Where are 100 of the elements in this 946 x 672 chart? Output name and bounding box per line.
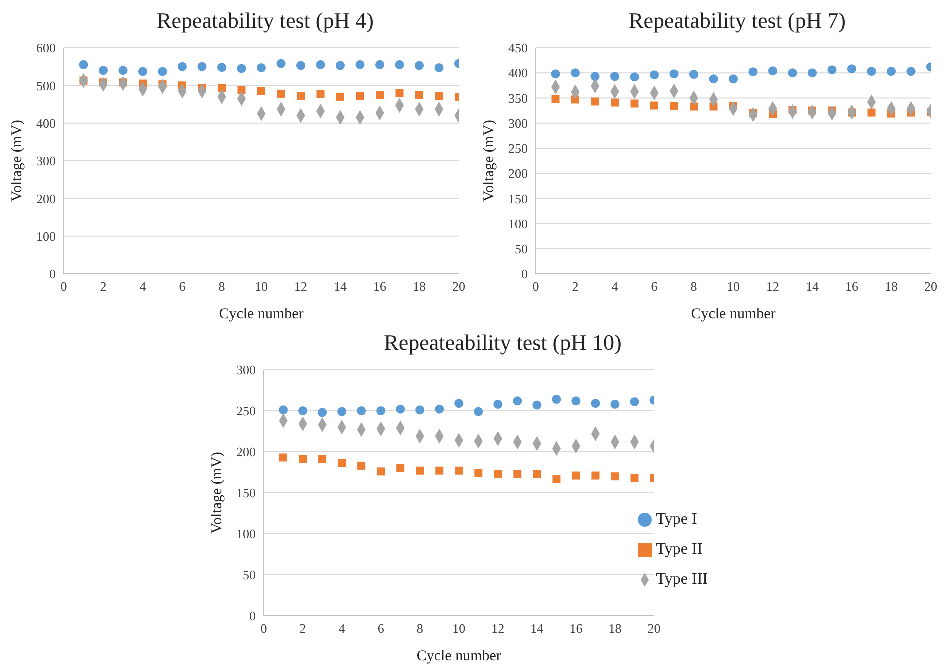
legend-label: Type I <box>656 511 698 528</box>
point <box>336 92 344 101</box>
point <box>118 66 128 76</box>
point <box>298 406 308 416</box>
y-tick-label: 300 <box>508 116 528 131</box>
x-tick-label: 6 <box>378 621 385 636</box>
point <box>396 404 406 414</box>
x-tick-label: 18 <box>413 279 426 294</box>
point <box>552 95 560 104</box>
x-tick-label: 14 <box>530 621 544 636</box>
point <box>611 98 619 107</box>
y-tick-label: 100 <box>236 526 256 542</box>
x-tick-label: 20 <box>452 279 466 294</box>
point <box>336 61 346 70</box>
y-tick-label: 400 <box>36 116 56 131</box>
point <box>217 63 227 72</box>
point <box>138 67 148 76</box>
point <box>867 67 876 76</box>
y-tick-label: 400 <box>508 66 528 81</box>
point <box>218 84 226 92</box>
y-tick-label: 100 <box>508 216 528 232</box>
point <box>630 474 639 482</box>
point <box>376 406 386 416</box>
point <box>158 67 168 76</box>
point <box>318 408 328 418</box>
y-tick-label: 0 <box>50 266 56 282</box>
x-tick-label: 16 <box>374 279 387 294</box>
y-tick-label: 100 <box>36 228 56 244</box>
x-axis-title: Cycle number <box>691 306 776 323</box>
point <box>551 70 560 79</box>
point <box>395 60 404 70</box>
y-tick-label: 500 <box>36 78 56 94</box>
chart-title: Repeatability test (pH 4) <box>156 8 375 35</box>
point <box>650 102 658 110</box>
point <box>416 91 424 100</box>
x-tick-label: 8 <box>218 279 226 294</box>
y-axis-title: Voltage (mV) <box>481 120 498 202</box>
x-tick-label: 2 <box>100 279 107 294</box>
point <box>808 68 818 78</box>
point <box>709 74 718 84</box>
y-tick-label: 600 <box>36 40 56 56</box>
point <box>280 454 288 462</box>
point <box>630 397 640 406</box>
point <box>357 406 366 416</box>
x-tick-label: 6 <box>179 279 186 294</box>
point <box>572 396 581 406</box>
point <box>258 87 266 96</box>
y-tick-label: 150 <box>236 486 256 501</box>
point <box>494 400 503 409</box>
y-tick-label: 200 <box>36 191 56 206</box>
x-tick-label: 8 <box>416 621 424 636</box>
x-tick-label: 16 <box>846 279 859 294</box>
point <box>611 472 620 481</box>
x-tick-label: 0 <box>532 279 540 294</box>
y-tick-label: 250 <box>508 141 528 156</box>
x-tick-label: 4 <box>140 279 147 294</box>
point <box>514 470 522 478</box>
point <box>670 102 678 110</box>
point <box>494 470 502 478</box>
x-tick-label: 16 <box>570 621 584 636</box>
point <box>338 407 347 416</box>
y-tick-label: 50 <box>515 242 528 257</box>
point <box>396 89 404 98</box>
x-tick-label: 2 <box>572 279 579 294</box>
point <box>572 472 580 480</box>
point <box>98 66 108 76</box>
y-tick-label: 300 <box>236 362 256 378</box>
x-tick-label: 12 <box>766 279 780 294</box>
y-tick-label: 0 <box>522 266 528 282</box>
point <box>592 472 600 480</box>
x-axis-title: Cycle number <box>219 306 304 323</box>
point <box>533 470 542 478</box>
point <box>276 59 286 68</box>
y-tick-label: 350 <box>508 90 528 106</box>
point <box>886 67 896 76</box>
point <box>416 406 425 415</box>
point <box>788 68 798 78</box>
x-tick-label: 10 <box>255 279 268 294</box>
y-tick-label: 150 <box>508 191 528 206</box>
x-tick-label: 2 <box>300 621 306 636</box>
y-axis-title: Voltage (mV) <box>209 452 226 534</box>
x-tick-label: 4 <box>338 621 346 636</box>
point <box>358 462 366 470</box>
point <box>748 68 758 77</box>
point <box>630 100 639 108</box>
point <box>279 406 288 415</box>
x-tick-label: 20 <box>924 279 938 294</box>
point <box>316 90 325 98</box>
x-tick-label: 8 <box>690 279 698 294</box>
x-tick-label: 0 <box>260 621 268 636</box>
y-tick-label: 0 <box>250 608 256 624</box>
point <box>828 66 837 75</box>
point <box>377 468 386 476</box>
y-tick-label: 300 <box>36 154 56 169</box>
point <box>178 62 188 72</box>
point <box>513 396 522 406</box>
point <box>610 72 620 82</box>
x-tick-label: 10 <box>452 621 466 636</box>
x-tick-label: 14 <box>806 279 820 294</box>
legend-label: Type III <box>656 571 708 588</box>
